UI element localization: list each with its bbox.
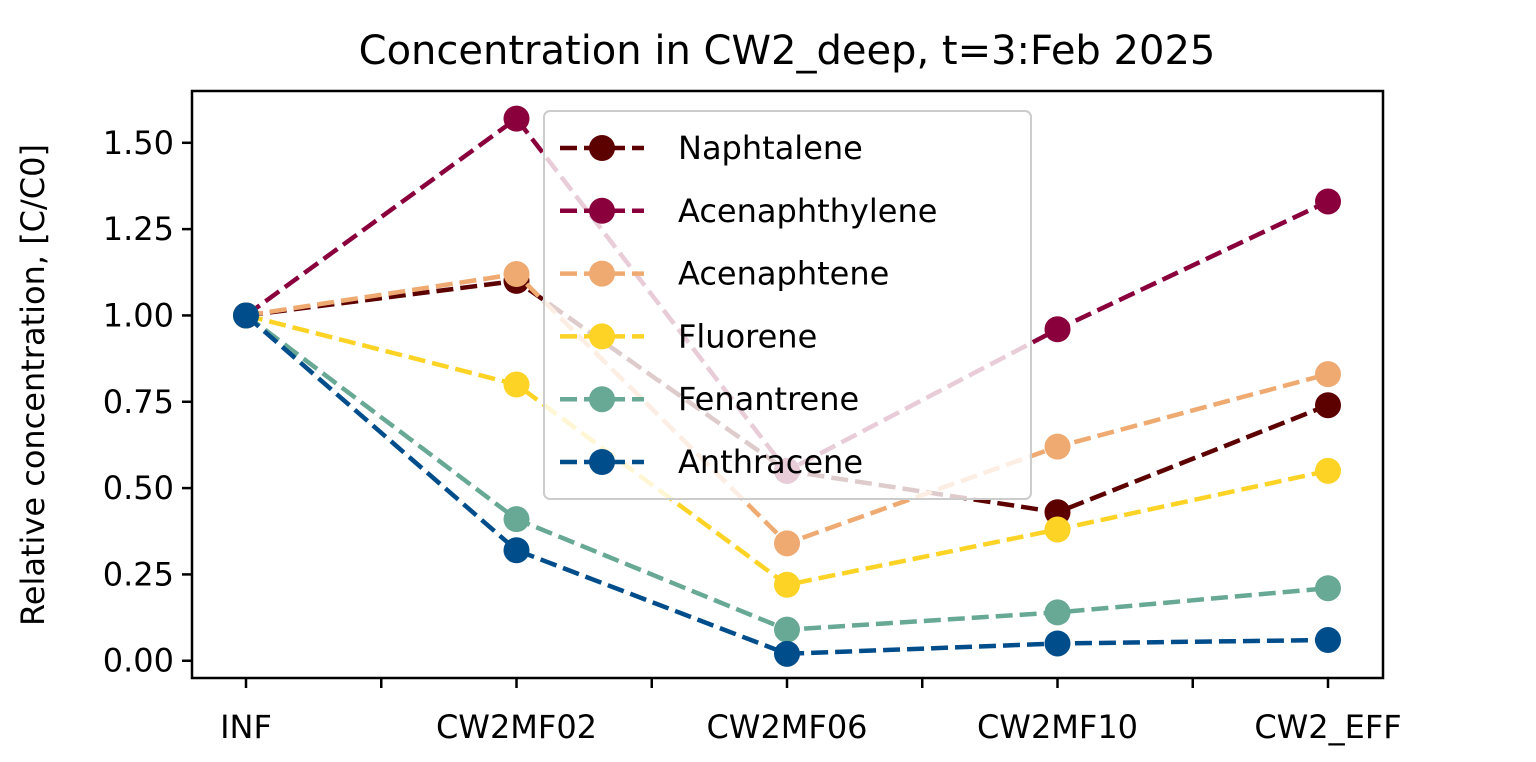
- data-point: [1315, 361, 1341, 388]
- legend-entry: Fenantrene: [560, 380, 859, 418]
- y-tick-label: 0.75: [103, 383, 174, 421]
- data-point: [1044, 316, 1071, 343]
- legend-label: Naphtalene: [678, 129, 863, 167]
- legend-entry: Acenaphtene: [560, 255, 889, 293]
- legend-marker: [589, 449, 615, 475]
- y-tick-label: 1.00: [103, 296, 174, 334]
- data-point: [1044, 599, 1071, 626]
- x-tick-label: CW2MF06: [706, 708, 867, 746]
- y-tick-label: 1.25: [103, 210, 174, 248]
- data-point: [1315, 457, 1341, 484]
- y-tick-label: 0.50: [103, 469, 174, 507]
- y-axis-label: Relative concentration, [C/C0]: [14, 144, 52, 626]
- data-point: [1044, 516, 1071, 543]
- data-point: [1315, 627, 1341, 654]
- legend-entry: Anthracene: [560, 443, 863, 481]
- x-tick-label: CW2MF10: [977, 708, 1138, 746]
- x-tick-label: INF: [220, 708, 272, 746]
- data-point: [774, 571, 800, 598]
- legend-entry: Naphtalene: [560, 129, 863, 167]
- data-point: [503, 371, 530, 398]
- data-point: [1315, 575, 1341, 602]
- x-tick-label: CW2_EFF: [1254, 708, 1401, 746]
- legend-marker: [589, 323, 615, 350]
- legend-label: Fluorene: [678, 317, 817, 355]
- data-point: [774, 640, 800, 667]
- data-point: [1044, 433, 1071, 460]
- x-tick-label: CW2MF02: [436, 708, 597, 746]
- series-anthracene: [233, 302, 1341, 667]
- data-point: [1044, 630, 1071, 657]
- data-point: [774, 616, 800, 643]
- legend-label: Acenaphthylene: [678, 192, 937, 230]
- legend-marker: [589, 386, 615, 413]
- axes: 0.00 0.25 0.50 0.75 1.00 1.25 1.50 INF CW2MF02 CW…: [103, 89, 1402, 746]
- data-point: [774, 530, 800, 557]
- data-point: [1315, 392, 1341, 419]
- legend-entry: Fluorene: [560, 317, 817, 355]
- legend-entry: Acenaphthylene: [560, 192, 937, 230]
- data-point: [503, 537, 530, 564]
- chart-title: Concentration in CW2_deep, t=3:Feb 2025: [359, 28, 1216, 74]
- data-point: [503, 506, 530, 533]
- legend-marker: [589, 135, 615, 161]
- data-point: [503, 261, 530, 288]
- legend-marker: [589, 260, 615, 287]
- legend-label: Anthracene: [678, 443, 863, 481]
- series-line: [244, 313, 1329, 657]
- legend: Naphtalene Acenaphthylene Acenaphtene Fluor…: [543, 110, 1032, 500]
- data-point: [503, 105, 530, 132]
- y-tick-label: 0.00: [103, 642, 174, 680]
- legend-label: Acenaphtene: [678, 255, 889, 293]
- y-tick-label: 0.25: [103, 555, 174, 593]
- y-tick-label: 1.50: [103, 124, 174, 162]
- legend-label: Fenantrene: [678, 380, 859, 418]
- legend-box: [543, 110, 1032, 500]
- legend-marker: [589, 197, 615, 224]
- data-point: [1315, 188, 1341, 215]
- data-point: [233, 302, 259, 329]
